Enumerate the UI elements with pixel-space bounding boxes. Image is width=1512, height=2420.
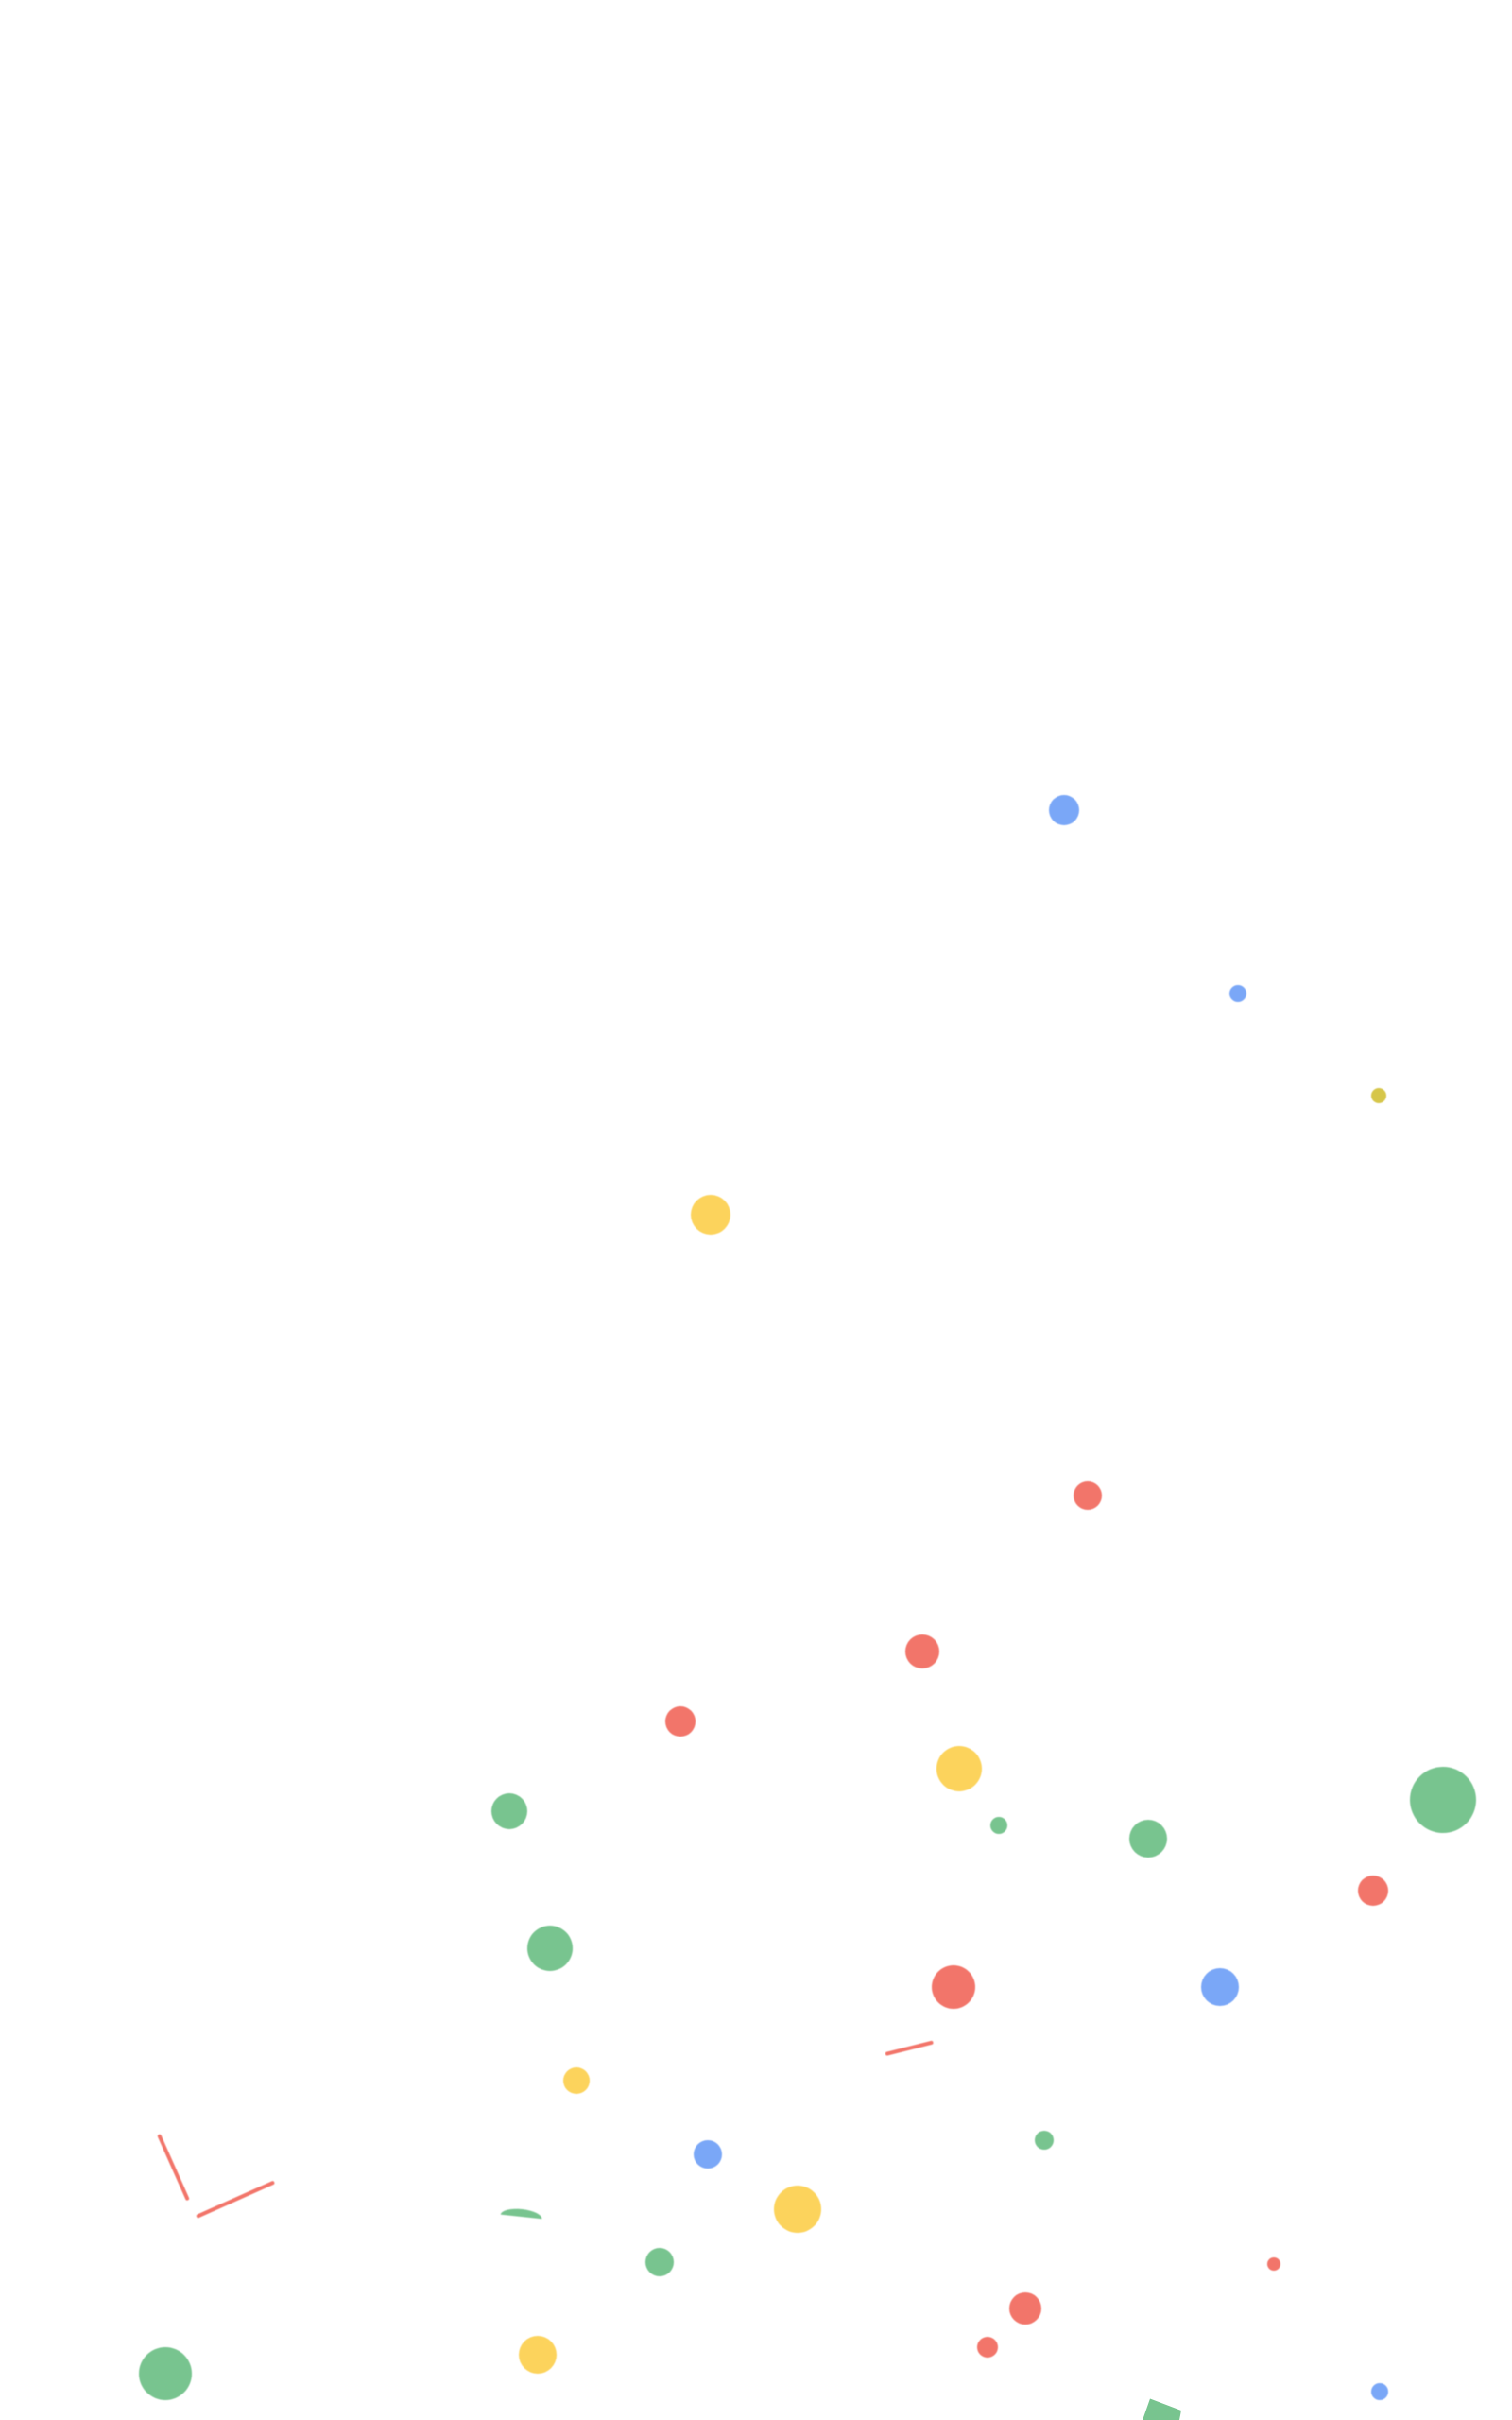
confetti-dot [694,2140,722,2169]
confetti-streak [157,2134,190,2202]
confetti-dot [1229,985,1246,1002]
confetti-dot [1371,2383,1388,2400]
confetti-dot [645,2248,674,2276]
confetti-dot [491,1793,527,1829]
confetti-dot [1410,1767,1476,1833]
confetti-dot [990,1817,1007,1834]
confetti-dot [527,1926,573,1971]
confetti-dot [1358,1876,1388,1906]
confetti-streak [196,2180,276,2219]
confetti-dot [691,1195,730,1235]
confetti-shard [500,2206,543,2220]
confetti-dot [1371,1088,1386,1103]
confetti-streak [885,2040,934,2056]
confetti-dot [774,2186,821,2233]
confetti-dot [1049,795,1079,825]
confetti-dot [936,1746,982,1791]
confetti-dot [1201,1968,1239,2006]
confetti-dot [932,1965,975,2009]
confetti-dot [1267,2257,1280,2271]
confetti-dot [139,2347,192,2400]
confetti-dot [1009,2292,1041,2325]
confetti-dot [665,1706,696,1737]
confetti-dot [1035,2131,1054,2150]
confetti-shard [1136,2398,1181,2420]
confetti-dot [563,2067,590,2094]
confetti-dot [1129,1820,1167,1858]
confetti-dot [977,2337,998,2358]
confetti-dot [519,2336,557,2374]
confetti-dot [1074,1481,1102,1510]
confetti-dot [905,1634,939,1668]
